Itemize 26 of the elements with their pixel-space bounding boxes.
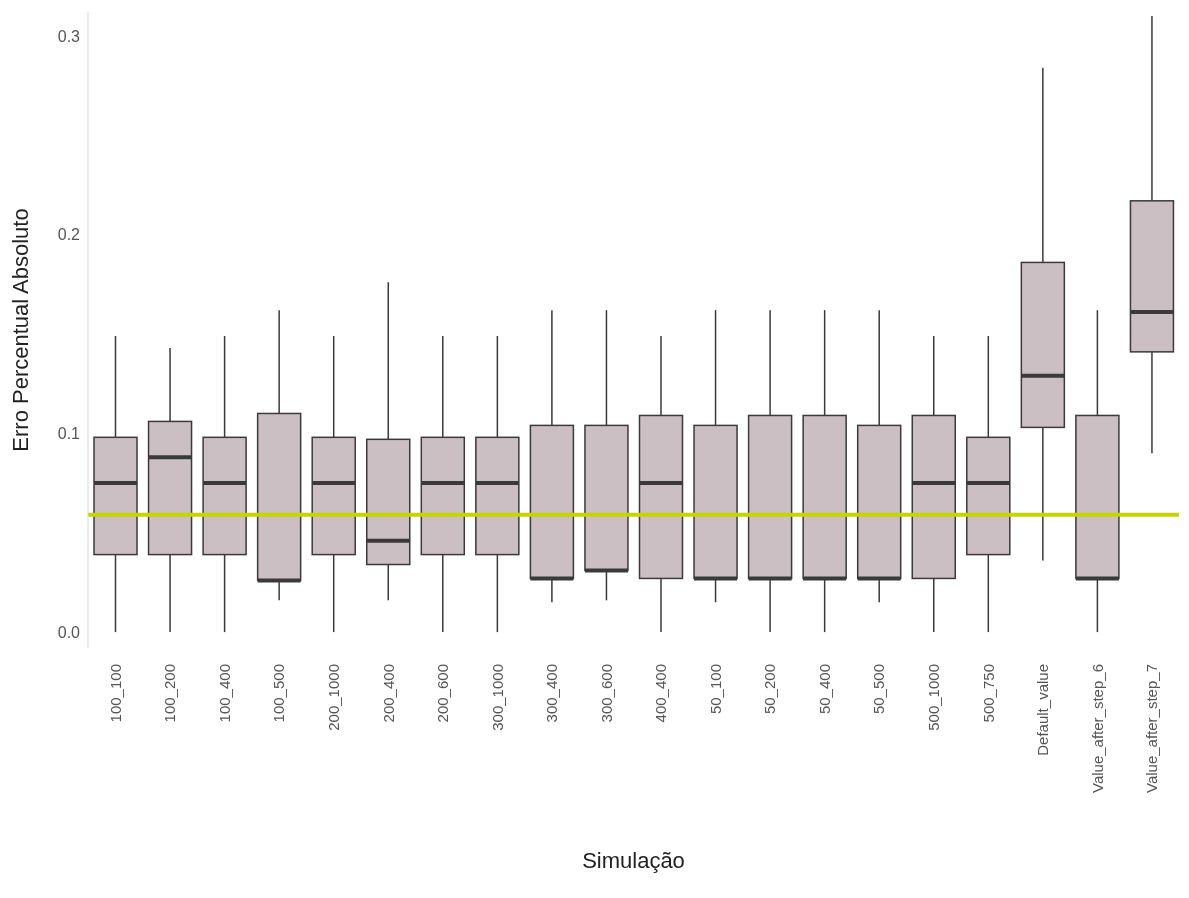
x-tick-label: 200_600 xyxy=(434,664,452,723)
x-tick-label: 500_1000 xyxy=(925,664,943,731)
x-tick-label: 500_750 xyxy=(979,664,997,723)
y-tick-label: 0.3 xyxy=(57,27,81,45)
y-tick-label: 0.1 xyxy=(57,425,81,443)
x-tick-label: 300_1000 xyxy=(488,664,506,731)
x-tick-label: 300_600 xyxy=(597,664,615,723)
x-tick-label: 200_400 xyxy=(379,664,397,723)
x-tick-label: 50_400 xyxy=(815,664,833,715)
x-tick-label: 100_500 xyxy=(270,664,288,723)
y-axis-title: Erro Percentual Absoluto xyxy=(7,208,33,452)
x-axis-title: Simulação xyxy=(582,848,685,873)
x-tick-label: 50_200 xyxy=(761,664,779,715)
x-tick-label: Value_after_step_6 xyxy=(1088,664,1106,793)
x-tick-label: Default_value xyxy=(1034,664,1052,756)
y-tick-label: 0.2 xyxy=(57,226,81,244)
x-tick-label: 200_1000 xyxy=(324,664,342,731)
x-tick-label: 400_400 xyxy=(652,664,670,723)
x-tick-label: 50_100 xyxy=(706,664,724,715)
x-tick-label: 100_100 xyxy=(106,664,124,723)
y-tick-label: 0.0 xyxy=(57,623,81,641)
x-tick-label: 100_200 xyxy=(161,664,179,723)
x-tick-label: 50_500 xyxy=(870,664,888,715)
x-tick-label: 100_400 xyxy=(215,664,233,723)
x-tick-label: 300_400 xyxy=(543,664,561,723)
x-tick-label: Value_after_step_7 xyxy=(1143,664,1161,793)
